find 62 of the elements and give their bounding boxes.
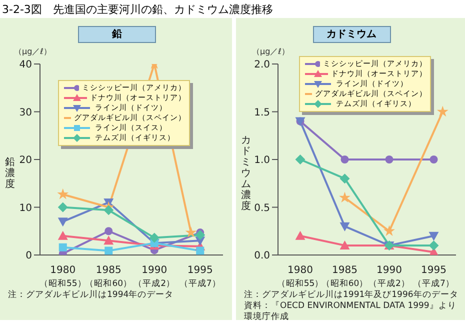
y-tick-label: 1.5 [254, 107, 270, 118]
point [104, 205, 114, 216]
point [340, 174, 350, 184]
point [436, 106, 448, 117]
y-tick-label: 0.0 [254, 250, 270, 262]
x-tick-label: 1990 [376, 265, 402, 276]
y-tick-label: 40 [19, 60, 32, 71]
point [339, 192, 350, 203]
x-tick-label: 1980 [288, 265, 313, 276]
y-tick-label: 0 [26, 250, 32, 262]
point [196, 246, 204, 255]
point [104, 236, 114, 245]
text: 注：グアダルギビル川は1991年及び1996年のデータ [244, 290, 460, 301]
point [385, 156, 394, 164]
chart-subtitle: カドミウム [312, 26, 390, 43]
y-tick-label: 2.0 [254, 60, 270, 71]
text: （平成7） [179, 278, 221, 289]
x-tick-label: 1990 [142, 265, 168, 276]
point [384, 225, 395, 236]
point [430, 156, 438, 164]
y-tick-label: 30 [19, 107, 32, 118]
y-axis-title: カドミウム濃度 [241, 134, 251, 212]
text: （μg／ℓ） [14, 46, 52, 57]
point [340, 156, 349, 164]
text: （昭和60） [321, 278, 368, 289]
text: （平成7） [413, 278, 454, 289]
point [428, 232, 439, 241]
point [428, 240, 439, 250]
y-tick-label: 20 [19, 155, 32, 166]
point [58, 243, 67, 252]
text: （昭和60） [85, 278, 132, 289]
chart-subtitle: 鉛 [78, 26, 156, 43]
point [149, 232, 160, 243]
y-tick-label: 0.5 [254, 202, 270, 214]
point [340, 222, 350, 232]
point [58, 202, 68, 212]
point [340, 240, 350, 250]
y-tick-label: 1.0 [254, 155, 270, 166]
point [104, 227, 113, 236]
point [295, 154, 306, 164]
text: 注：グアダルギビル川は1994年のデータ [8, 290, 175, 301]
point [58, 230, 68, 240]
x-tick-label: 1980 [50, 265, 76, 276]
text: （平成2） [134, 278, 176, 289]
text: （昭和55） [39, 278, 86, 289]
point [185, 226, 197, 238]
text: （昭和55） [276, 278, 324, 289]
text: 資料：『OECD ENVIRONMENTAL DATA 1999』より環境庁作成 [244, 301, 458, 323]
x-tick-label: 1995 [421, 265, 446, 276]
point [195, 230, 206, 240]
text: （平成2） [368, 278, 410, 289]
point [58, 218, 68, 227]
x-tick-label: 1995 [187, 265, 213, 276]
point [57, 188, 69, 200]
point [104, 246, 113, 255]
y-tick-label: 10 [19, 202, 32, 214]
x-tick-label: 1985 [332, 265, 358, 276]
chart-title: 3-2-3図 先進国の主要河川の鉛、カドミウム濃度推移 [2, 2, 273, 17]
text: （μg／ℓ） [252, 46, 290, 57]
x-tick-label: 1985 [96, 265, 122, 276]
y-axis-title: 鉛濃度 [5, 156, 15, 190]
point [295, 230, 306, 240]
